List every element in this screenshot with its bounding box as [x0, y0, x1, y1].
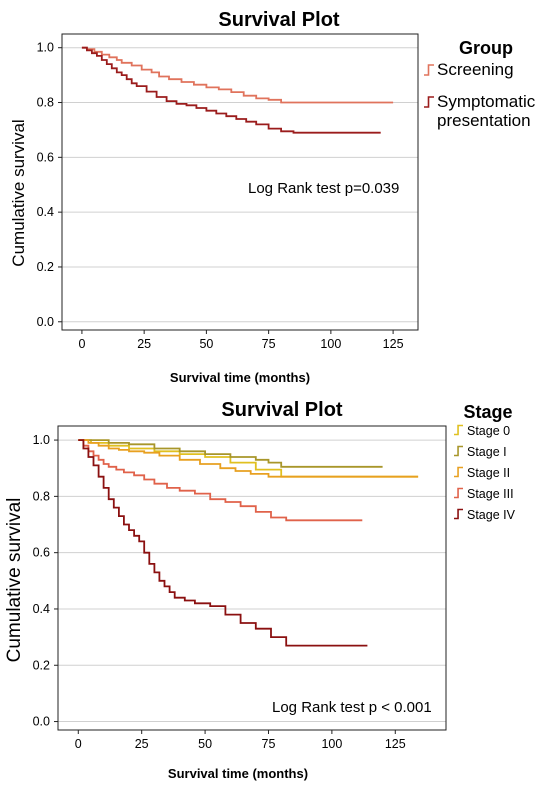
legend-item-4: Stage III [454, 487, 514, 501]
chart-title: Survival Plot [218, 9, 339, 31]
survival-curve-5 [78, 439, 368, 647]
legend-label: Stage I [467, 445, 507, 459]
y-tick-label: 0.4 [33, 602, 50, 616]
y-tick-label: 0.0 [33, 715, 50, 729]
y-axis-label: Cumulative survival [4, 498, 25, 663]
legend-label: Stage II [467, 466, 510, 480]
y-tick-label: 0.2 [37, 260, 54, 274]
legend-item-2: Stage I [454, 445, 507, 459]
survival-curve-4 [78, 439, 363, 522]
y-tick-label: 0.4 [37, 205, 54, 219]
x-tick-label: 125 [385, 737, 406, 751]
survival-curve-1 [81, 46, 394, 104]
log-rank-annotation: Log Rank test p=0.039 [248, 180, 399, 197]
survival-curve-3 [78, 439, 419, 478]
legend-swatch [424, 96, 434, 108]
x-tick-label: 0 [78, 337, 85, 351]
survival-plot-group: Survival Plot Cumulative survival Surviv… [9, 9, 536, 385]
x-tick-label: 50 [199, 337, 213, 351]
x-tick-label: 0 [75, 737, 82, 751]
x-tick-label: 50 [198, 737, 212, 751]
y-tick-label: 0.6 [33, 546, 50, 560]
log-rank-annotation: Log Rank test p < 0.001 [272, 699, 432, 716]
survival-curve-2 [78, 439, 383, 468]
legend-swatch [454, 466, 463, 478]
y-tick-label: 0.0 [37, 315, 54, 329]
x-tick-label: 75 [262, 337, 276, 351]
legend-label: Stage III [467, 487, 514, 501]
y-tick-label: 0.8 [37, 96, 54, 110]
legend-swatch [454, 445, 463, 457]
chart-title: Survival Plot [221, 399, 342, 421]
x-tick-label: 125 [383, 337, 404, 351]
y-tick-label: 1.0 [37, 41, 54, 55]
plot-frame [61, 33, 419, 331]
x-tick-label: 25 [135, 737, 149, 751]
legend-swatch [424, 64, 434, 76]
legend-label: Symptomatic [437, 92, 536, 111]
legend-swatch [454, 508, 463, 520]
grid-lines: 0.0 0.2 0.4 0.6 0.8 1.0 0 25 50 75 100 125 [33, 433, 446, 751]
legend-label: Screening [437, 60, 514, 79]
legend-swatch [454, 487, 463, 499]
y-tick-label: 0.6 [37, 150, 54, 164]
x-tick-label: 100 [320, 337, 341, 351]
legend-title: Stage [463, 402, 512, 422]
x-tick-label: 25 [137, 337, 151, 351]
legend-label: presentation [437, 111, 531, 130]
y-axis-label: Cumulative survival [9, 119, 28, 266]
x-axis-label: Survival time (months) [170, 370, 310, 385]
x-axis-label: Survival time (months) [168, 766, 308, 781]
legend-item-3: Stage II [454, 466, 510, 480]
y-tick-label: 0.8 [33, 489, 50, 503]
legend-item-1: Stage 0 [454, 424, 510, 438]
survival-curve-2 [81, 46, 381, 134]
x-tick-label: 75 [262, 737, 276, 751]
stage-survival-plot: Survival Plot Cumulative survival Surviv… [4, 399, 516, 781]
legend-title: Group [459, 38, 513, 58]
legend-item-1: Screening [424, 60, 514, 79]
x-tick-label: 100 [321, 737, 342, 751]
legend-item-5: Stage IV [454, 508, 516, 522]
legend-swatch [454, 424, 463, 436]
grid-lines: 0.0 0.2 0.4 0.6 0.8 1.0 0 25 50 75 100 125 [37, 41, 418, 351]
legend-label: Stage IV [467, 508, 516, 522]
y-tick-label: 1.0 [33, 433, 50, 447]
plot-frame [57, 425, 447, 731]
legend-label: Stage 0 [467, 424, 510, 438]
y-tick-label: 0.2 [33, 658, 50, 672]
